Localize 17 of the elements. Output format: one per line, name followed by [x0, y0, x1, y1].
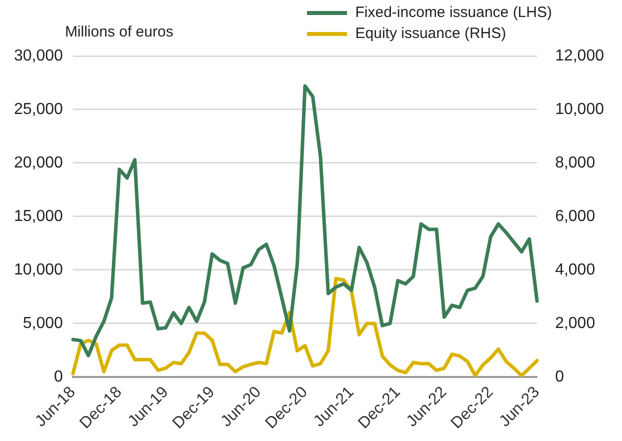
y2-tick-label: 0	[555, 368, 564, 386]
y-tick-label: 20,000	[14, 154, 64, 172]
y-tick-label: 15,000	[14, 208, 64, 225]
y-axis-title: Millions of euros	[64, 24, 174, 41]
y-tick-label: 0	[54, 368, 64, 386]
y-tick-label: 5,000	[22, 314, 64, 332]
y2-tick-label: 6,000	[555, 208, 596, 225]
legend-label: Equity issuance (RHS)	[355, 25, 506, 42]
y2-tick-label: 2,000	[555, 314, 596, 332]
y-tick-label: 10,000	[14, 261, 64, 278]
y2-tick-label: 4,000	[555, 261, 596, 278]
legend-label: Fixed-income issuance (LHS)	[355, 4, 552, 21]
y-tick-label: 30,000	[14, 47, 64, 64]
y2-tick-label: 10,000	[555, 100, 604, 118]
y-tick-label: 25,000	[14, 100, 64, 118]
y2-tick-label: 8,000	[555, 154, 596, 172]
y2-tick-label: 12,000	[555, 47, 604, 64]
